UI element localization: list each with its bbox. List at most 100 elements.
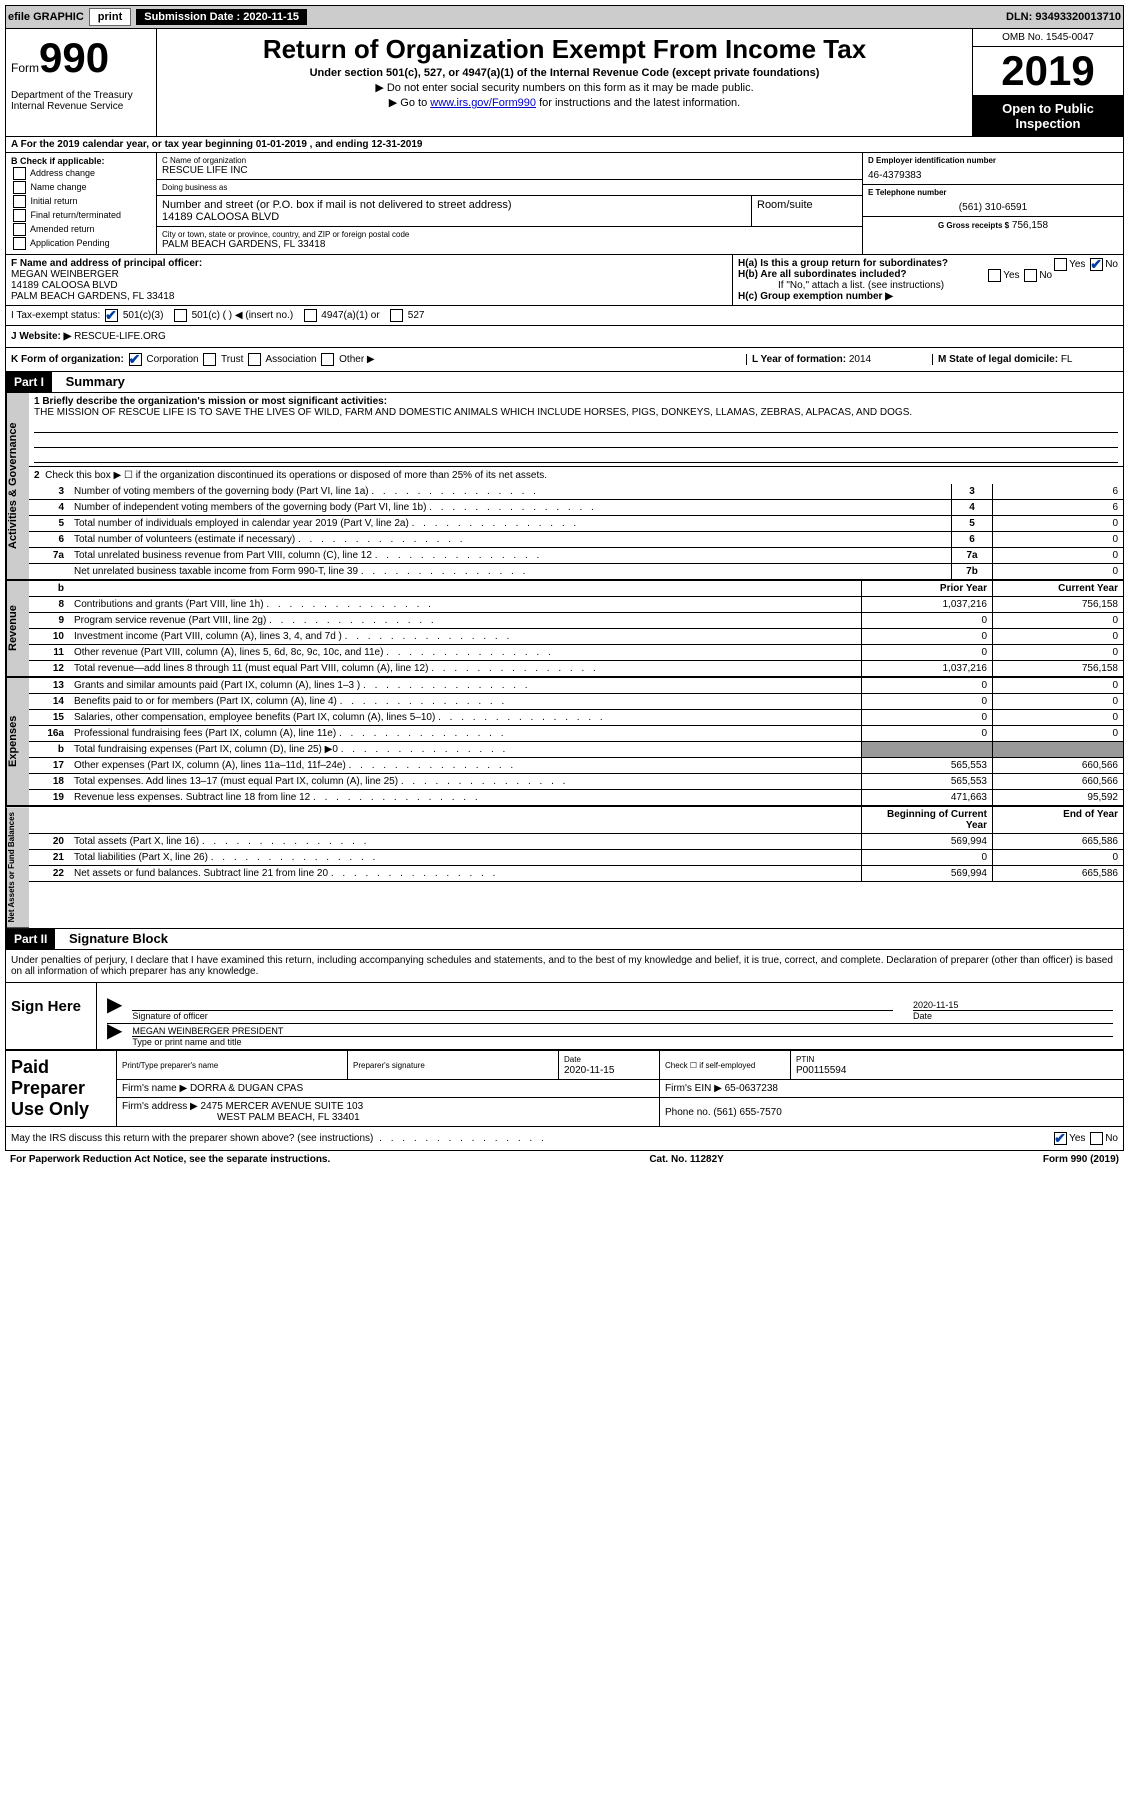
part1-header-row: Part I Summary	[5, 372, 1124, 393]
table-row: 15Salaries, other compensation, employee…	[29, 710, 1123, 726]
part2-title: Signature Block	[59, 931, 168, 946]
chk-application-pending[interactable]	[13, 237, 26, 250]
side-tab-net-assets: Net Assets or Fund Balances	[6, 807, 29, 928]
revenue-table: b Prior Year Current Year 8Contributions…	[29, 581, 1123, 677]
col-b-checkboxes: B Check if applicable: Address change Na…	[6, 153, 157, 254]
table-row: 18Total expenses. Add lines 13–17 (must …	[29, 774, 1123, 790]
revenue-section: Revenue b Prior Year Current Year 8Contr…	[5, 580, 1124, 677]
side-tab-revenue: Revenue	[6, 581, 29, 677]
firm-addr2: WEST PALM BEACH, FL 33401	[217, 1112, 360, 1123]
form-number: Form 990	[11, 34, 151, 82]
chk-trust[interactable]	[203, 353, 216, 366]
print-button[interactable]: print	[89, 8, 131, 26]
form-title: Return of Organization Exempt From Incom…	[167, 34, 962, 65]
table-row: 11Other revenue (Part VIII, column (A), …	[29, 645, 1123, 661]
org-name: RESCUE LIFE INC	[162, 165, 857, 176]
submission-label: Submission Date : 2020-11-15	[136, 9, 307, 25]
irs-link[interactable]: www.irs.gov/Form990	[430, 97, 536, 109]
firm-addr1: 2475 MERCER AVENUE SUITE 103	[201, 1101, 364, 1112]
chk-hb-yes[interactable]	[988, 269, 1001, 282]
ein: 46-4379383	[868, 170, 1118, 181]
signature-date: 2020-11-15	[913, 1000, 1113, 1010]
table-row: bTotal fundraising expenses (Part IX, co…	[29, 742, 1123, 758]
form-subtitle: Under section 501(c), 527, or 4947(a)(1)…	[167, 67, 962, 79]
chk-4947[interactable]	[304, 309, 317, 322]
open-to-public: Open to Public Inspection	[973, 96, 1123, 136]
table-row: 13Grants and similar amounts paid (Part …	[29, 678, 1123, 694]
part1-badge: Part I	[6, 372, 52, 392]
side-tab-governance: Activities & Governance	[6, 393, 29, 580]
officer-addr1: 14189 CALOOSA BLVD	[11, 280, 118, 291]
table-row: 20Total assets (Part X, line 16) 569,994…	[29, 834, 1123, 850]
omb-number: OMB No. 1545-0047	[973, 29, 1123, 47]
table-row: 16aProfessional fundraising fees (Part I…	[29, 726, 1123, 742]
sign-here-label: Sign Here	[6, 983, 97, 1049]
discuss-row: May the IRS discuss this return with the…	[5, 1127, 1124, 1151]
paid-preparer-table: Paid Preparer Use Only Print/Type prepar…	[5, 1050, 1124, 1127]
table-row: 9Program service revenue (Part VIII, lin…	[29, 613, 1123, 629]
dln-label: DLN: 93493320013710	[1006, 11, 1121, 23]
firm-name: DORRA & DUGAN CPAS	[190, 1083, 303, 1094]
table-row: 4Number of independent voting members of…	[29, 500, 1123, 516]
chk-initial-return[interactable]	[13, 195, 26, 208]
form-instruction-2: ▶ Go to www.irs.gov/Form990 for instruct…	[167, 96, 962, 109]
part2-header-row: Part II Signature Block	[5, 929, 1124, 950]
chk-address-change[interactable]	[13, 167, 26, 180]
expenses-table: 13Grants and similar amounts paid (Part …	[29, 678, 1123, 806]
part1-title: Summary	[56, 374, 125, 389]
activities-governance-section: Activities & Governance 1 Briefly descri…	[5, 393, 1124, 580]
firm-ein: 65-0637238	[725, 1083, 778, 1094]
telephone: (561) 310-6591	[868, 202, 1118, 213]
table-row: 6Total number of volunteers (estimate if…	[29, 532, 1123, 548]
signature-arrow-icon-2: ▶	[107, 1026, 122, 1047]
row-k-form-org: K Form of organization: Corporation Trus…	[5, 348, 1124, 372]
tax-year: 2019	[973, 47, 1123, 96]
section-b-to-g: B Check if applicable: Address change Na…	[5, 153, 1124, 255]
governance-table: 3Number of voting members of the governi…	[29, 484, 1123, 580]
chk-association[interactable]	[248, 353, 261, 366]
expenses-section: Expenses 13Grants and similar amounts pa…	[5, 677, 1124, 806]
chk-527[interactable]	[390, 309, 403, 322]
side-tab-expenses: Expenses	[6, 678, 29, 806]
table-row: 14Benefits paid to or for members (Part …	[29, 694, 1123, 710]
signature-arrow-icon: ▶	[107, 1000, 122, 1021]
table-row: 7aTotal unrelated business revenue from …	[29, 548, 1123, 564]
row-f-h: F Name and address of principal officer:…	[5, 255, 1124, 306]
form-header: Form 990 Department of the Treasury Inte…	[5, 29, 1124, 137]
officer-addr2: PALM BEACH GARDENS, FL 33418	[11, 291, 174, 302]
row-i-tax-exempt: I Tax-exempt status: 501(c)(3) 501(c) ( …	[5, 306, 1124, 326]
chk-hb-no[interactable]	[1024, 269, 1037, 282]
chk-501c3[interactable]	[105, 309, 118, 322]
department-label: Department of the Treasury Internal Reve…	[11, 90, 151, 112]
form-instruction-1: ▶ Do not enter social security numbers o…	[167, 81, 962, 94]
gross-receipts: 756,158	[1012, 220, 1048, 231]
firm-phone: (561) 655-7570	[713, 1107, 781, 1118]
footer-right: Form 990 (2019)	[1043, 1154, 1119, 1165]
row-j-website: J Website: ▶ RESCUE-LIFE.ORG	[5, 326, 1124, 348]
table-row: 17Other expenses (Part IX, column (A), l…	[29, 758, 1123, 774]
table-row: Net unrelated business taxable income fr…	[29, 564, 1123, 580]
mission-text: THE MISSION OF RESCUE LIFE IS TO SAVE TH…	[34, 407, 912, 418]
state-domicile: FL	[1061, 354, 1073, 365]
footer-mid: Cat. No. 11282Y	[649, 1154, 723, 1165]
chk-name-change[interactable]	[13, 181, 26, 194]
chk-ha-no[interactable]	[1090, 258, 1103, 271]
chk-final-return[interactable]	[13, 209, 26, 222]
chk-ha-yes[interactable]	[1054, 258, 1067, 271]
part2-badge: Part II	[6, 929, 55, 949]
chk-discuss-no[interactable]	[1090, 1132, 1103, 1145]
chk-other[interactable]	[321, 353, 334, 366]
table-row: 8Contributions and grants (Part VIII, li…	[29, 597, 1123, 613]
chk-discuss-yes[interactable]	[1054, 1132, 1067, 1145]
city-state-zip: PALM BEACH GARDENS, FL 33418	[162, 239, 857, 250]
table-row: 19Revenue less expenses. Subtract line 1…	[29, 790, 1123, 806]
officer-name-title: MEGAN WEINBERGER PRESIDENT	[132, 1026, 1113, 1036]
chk-501c[interactable]	[174, 309, 187, 322]
chk-amended[interactable]	[13, 223, 26, 236]
chk-corporation[interactable]	[129, 353, 142, 366]
table-row: 21Total liabilities (Part X, line 26) 00	[29, 850, 1123, 866]
officer-name: MEGAN WEINBERGER	[11, 269, 119, 280]
perjury-declaration: Under penalties of perjury, I declare th…	[5, 950, 1124, 983]
ptin: P00115594	[796, 1065, 846, 1076]
year-formation: 2014	[849, 354, 871, 365]
